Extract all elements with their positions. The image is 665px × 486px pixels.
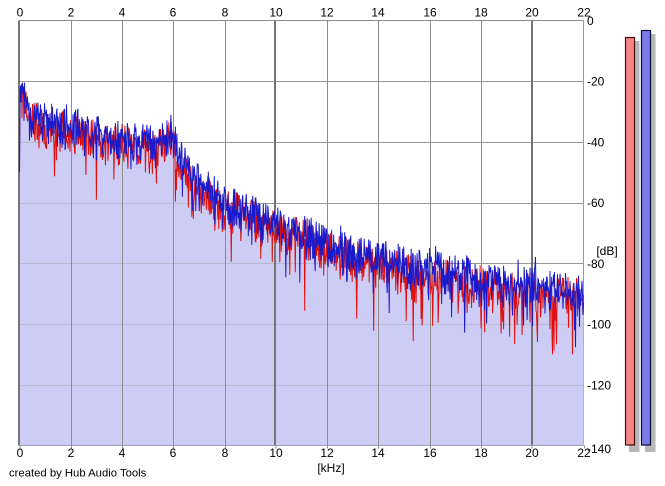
svg-text:0: 0 [17,446,24,460]
svg-text:12: 12 [320,6,334,20]
svg-text:18: 18 [474,6,488,20]
svg-text:[dB]: [dB] [596,244,617,258]
svg-text:16: 16 [423,6,437,20]
svg-text:12: 12 [320,446,334,460]
svg-text:-20: -20 [587,75,605,89]
svg-text:-60: -60 [587,196,605,210]
svg-text:6: 6 [170,6,177,20]
svg-text:14: 14 [371,6,385,20]
svg-text:-120: -120 [587,378,611,392]
svg-text:0: 0 [17,6,24,20]
svg-text:4: 4 [119,446,126,460]
svg-text:0: 0 [587,14,594,28]
svg-text:-140: -140 [587,442,611,456]
svg-text:16: 16 [423,446,437,460]
svg-text:8: 8 [222,446,229,460]
svg-text:4: 4 [119,6,126,20]
svg-text:22: 22 [577,6,591,20]
svg-text:8: 8 [222,6,229,20]
svg-text:20: 20 [525,446,539,460]
svg-text:6: 6 [170,446,177,460]
svg-text:-80: -80 [587,257,605,271]
svg-text:-40: -40 [587,135,605,149]
svg-text:18: 18 [474,446,488,460]
svg-text:20: 20 [525,6,539,20]
svg-text:created by Hub Audio Tools: created by Hub Audio Tools [9,468,147,480]
svg-text:10: 10 [269,446,283,460]
svg-text:2: 2 [68,446,75,460]
svg-text:[kHz]: [kHz] [317,461,344,475]
svg-text:22: 22 [577,446,591,460]
svg-text:-100: -100 [587,318,611,332]
svg-text:14: 14 [371,446,385,460]
svg-text:2: 2 [68,6,75,20]
svg-text:10: 10 [269,6,283,20]
